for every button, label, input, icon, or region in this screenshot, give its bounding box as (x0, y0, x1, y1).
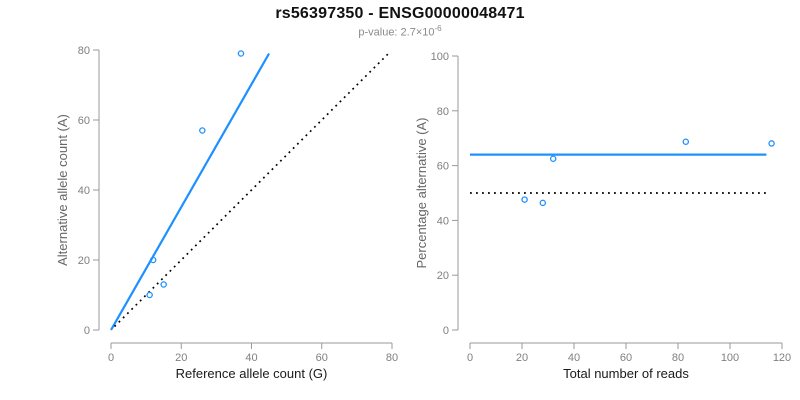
data-point (539, 199, 547, 207)
data-point (160, 281, 167, 288)
x-axis-title: Reference allele count (G) (176, 366, 328, 381)
x-tick-label: 40 (245, 352, 257, 364)
x-tick-label: 60 (316, 352, 328, 364)
p-value-exponent: -6 (434, 24, 442, 33)
data-point (549, 155, 557, 162)
x-tick-label: 20 (516, 352, 528, 364)
y-tick-label: 80 (78, 45, 90, 57)
data-point (149, 256, 157, 264)
figure-title: rs56397350 - ENSG00000048471 (275, 5, 525, 22)
identity-line (113, 52, 390, 328)
y-tick-label: 40 (437, 215, 449, 227)
y-tick-label: 100 (431, 51, 449, 63)
y-tick-label: 0 (84, 325, 90, 337)
data-point (237, 50, 245, 57)
x-tick-label: 40 (568, 352, 580, 364)
p-value-text: p-value: 2.7×10 (358, 26, 435, 39)
right-plot-percentage-vs-reads: 0 20 40 60 80 100 0 20 40 60 80 100 120 Total number … (414, 51, 791, 381)
y-tick-label: 60 (437, 161, 449, 173)
data-point (521, 196, 528, 203)
y-tick-label: 80 (437, 106, 449, 118)
y-tick-label: 60 (78, 115, 90, 127)
x-tick-label: 120 (773, 352, 791, 364)
y-axis-title: Alternative allele count (A) (55, 114, 70, 266)
y-axis-title: Percentage alternative (A) (414, 117, 429, 268)
x-tick-label: 60 (620, 352, 632, 364)
data-point (682, 138, 690, 146)
y-tick-label: 40 (78, 185, 90, 197)
x-tick-label: 80 (672, 352, 684, 364)
data-point (146, 291, 153, 299)
x-tick-label: 80 (386, 352, 398, 364)
figure-subtitle: p-value: 2.7×10-6 (0, 24, 800, 39)
regression-line (110, 52, 271, 331)
y-tick-label: 20 (78, 255, 90, 267)
x-tick-label: 0 (467, 352, 473, 364)
data-point (768, 140, 775, 147)
data-point (199, 127, 206, 134)
x-tick-label: 0 (108, 352, 114, 364)
y-tick-label: 0 (443, 325, 449, 337)
x-axis-title: Total number of reads (563, 366, 689, 381)
x-tick-label: 20 (175, 352, 187, 364)
left-plot-allele-counts: 0 20 40 60 80 0 20 40 60 80 Reference allele count… (55, 45, 398, 381)
x-tick-label: 100 (721, 352, 739, 364)
y-tick-label: 20 (437, 270, 449, 282)
